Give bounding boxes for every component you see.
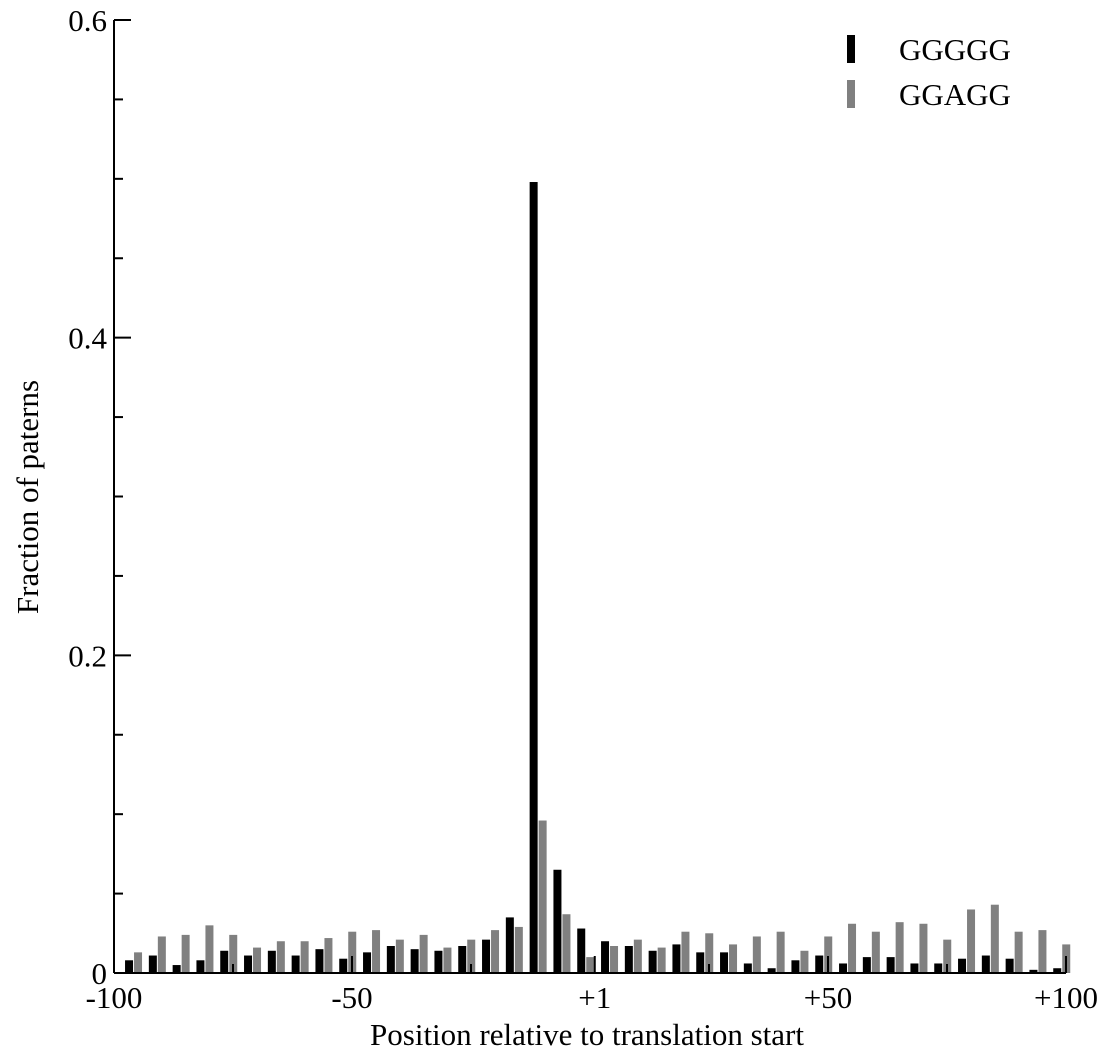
bar-ggagg-26 (752, 936, 761, 973)
y-tick-label-0: 0 (92, 956, 108, 991)
bar-ggagg-36 (990, 904, 999, 973)
bar-ggggg-30 (839, 963, 848, 973)
bar-ggagg-18 (562, 914, 571, 973)
y-axis-title: Fraction of paterns (10, 380, 45, 614)
bars-group (125, 182, 1071, 973)
bar-ggggg-16 (505, 917, 514, 973)
bar-ggagg-25 (729, 944, 738, 973)
bar-ggggg-34 (934, 963, 943, 973)
y-tick-label-1: 0.2 (68, 638, 107, 673)
bar-ggggg-7 (291, 955, 300, 973)
bar-ggggg-28 (791, 960, 800, 973)
bar-ggggg-8 (315, 949, 324, 973)
bar-ggggg-3 (196, 960, 205, 973)
x-tick-label-4: +100 (1034, 980, 1098, 1015)
bar-ggggg-29 (815, 955, 824, 973)
bar-ggggg-15 (482, 939, 491, 973)
bar-ggagg-21 (633, 939, 642, 973)
bar-ggagg-1 (157, 936, 166, 973)
bar-ggggg-18 (553, 869, 562, 973)
bar-ggggg-26 (743, 963, 752, 973)
bar-ggagg-11 (395, 939, 404, 973)
bar-ggggg-5 (244, 955, 253, 973)
bar-ggggg-24 (696, 952, 705, 973)
bar-ggagg-34 (943, 939, 952, 973)
bar-ggggg-14 (458, 945, 467, 973)
bar-ggggg-33 (910, 963, 919, 973)
bar-ggggg-1 (148, 955, 157, 973)
bar-ggagg-19 (586, 957, 595, 973)
bar-ggggg-11 (386, 945, 395, 973)
bar-ggggg-2 (172, 965, 181, 973)
bar-ggagg-38 (1038, 930, 1047, 973)
bar-ggagg-6 (276, 941, 285, 973)
bar-ggggg-20 (601, 941, 610, 973)
bar-ggggg-35 (958, 958, 967, 973)
x-tick-label-0: -100 (86, 980, 143, 1015)
bar-ggggg-32 (886, 957, 895, 973)
bar-ggggg-13 (434, 950, 443, 973)
y-tick-label-3: 0.6 (68, 3, 107, 38)
bar-ggagg-37 (1014, 931, 1023, 973)
bar-ggggg-6 (267, 950, 276, 973)
bar-ggagg-28 (800, 950, 809, 973)
bar-ggggg-25 (720, 952, 729, 973)
bar-ggagg-3 (205, 925, 214, 973)
x-tick-label-2: +1 (578, 980, 611, 1015)
bar-ggagg-35 (967, 909, 976, 973)
bar-ggagg-23 (681, 931, 690, 973)
bar-ggagg-31 (871, 931, 880, 973)
bar-ggagg-29 (824, 936, 833, 973)
bar-ggagg-5 (253, 947, 262, 973)
legend-label-ggggg: GGGGG (899, 32, 1011, 67)
y-tick-label-2: 0.4 (68, 321, 107, 356)
bar-ggagg-30 (848, 923, 857, 973)
bar-ggagg-2 (181, 934, 190, 973)
bar-ggggg-9 (339, 958, 348, 973)
bar-ggggg-21 (624, 945, 633, 973)
x-tick-label-1: -50 (331, 980, 372, 1015)
bar-ggagg-15 (491, 930, 500, 973)
bar-ggggg-39 (1053, 968, 1062, 973)
bar-ggggg-31 (862, 957, 871, 973)
bar-ggggg-17 (529, 182, 538, 973)
bar-ggagg-8 (324, 938, 333, 973)
bar-ggggg-22 (648, 950, 657, 973)
legend: GGGGG GGAGG (847, 32, 1011, 112)
bar-ggagg-22 (657, 947, 666, 973)
bar-ggagg-17 (538, 820, 547, 973)
bar-ggagg-7 (300, 941, 309, 973)
bar-ggggg-37 (1005, 958, 1014, 973)
bar-ggagg-0 (134, 952, 143, 973)
bar-ggggg-23 (672, 944, 681, 973)
bar-ggagg-20 (610, 945, 619, 973)
bar-ggagg-33 (919, 923, 928, 973)
bar-ggagg-9 (348, 931, 357, 973)
bar-ggggg-19 (577, 928, 586, 973)
bar-ggagg-13 (443, 947, 452, 973)
x-tick-label-3: +50 (804, 980, 852, 1015)
bar-ggggg-10 (363, 952, 372, 973)
bar-ggggg-12 (410, 949, 419, 973)
legend-label-ggagg: GGAGG (899, 77, 1011, 112)
bar-ggagg-32 (895, 922, 904, 973)
bar-ggggg-38 (1029, 969, 1038, 973)
bar-ggggg-4 (220, 950, 229, 973)
bar-ggggg-0 (125, 960, 134, 973)
bar-ggagg-10 (372, 930, 381, 973)
bar-ggagg-4 (229, 934, 238, 973)
bar-ggggg-27 (767, 968, 776, 973)
legend-swatch-ggggg (847, 35, 855, 63)
axes-group: 0 0.2 0.4 0.6 -100 -50 +1 +50 +100 (68, 3, 1098, 1015)
bar-ggagg-24 (705, 933, 714, 973)
bar-ggagg-14 (467, 939, 476, 973)
x-axis-title: Position relative to translation start (370, 1017, 804, 1052)
bar-ggagg-16 (514, 926, 523, 973)
bar-ggagg-12 (419, 934, 428, 973)
legend-swatch-ggagg (847, 80, 855, 108)
bar-ggggg-36 (981, 955, 990, 973)
bar-ggagg-27 (776, 931, 785, 973)
